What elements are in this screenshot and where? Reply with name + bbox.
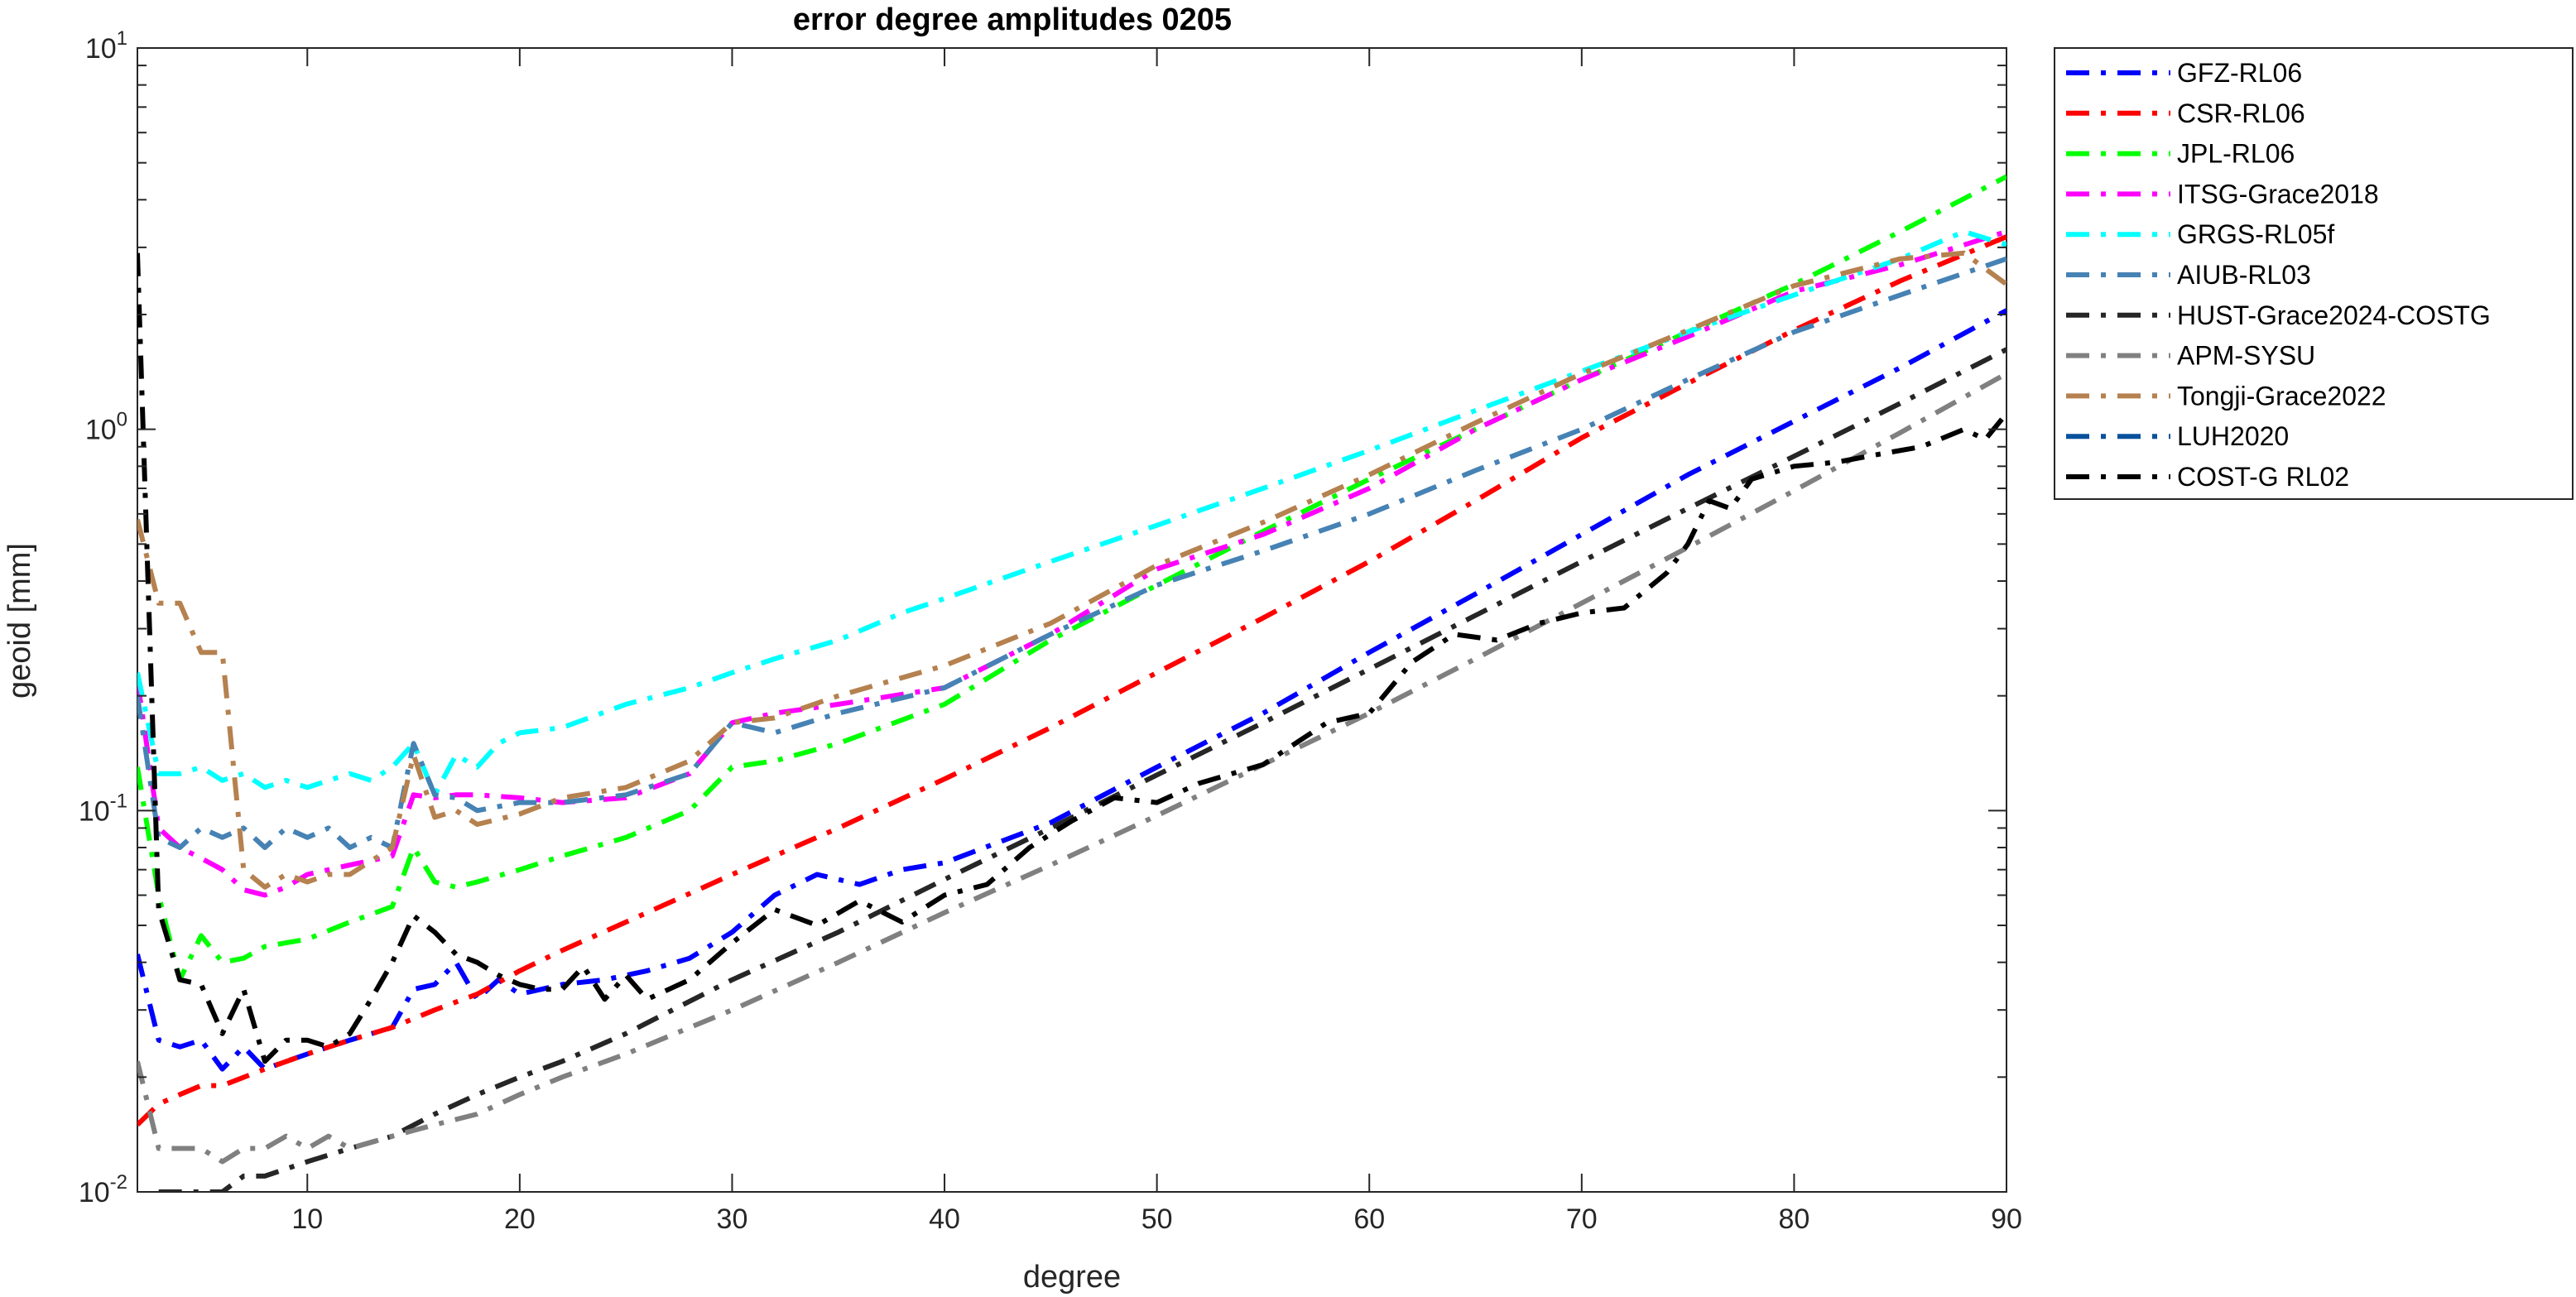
series-line-grgs-rl05f xyxy=(137,228,2006,798)
y-axis-label: geoid [mm] xyxy=(2,543,37,699)
legend-label: GFZ-RL06 xyxy=(2177,58,2302,88)
series-line-tongji-grace2022 xyxy=(137,250,2006,890)
series-line-cost-g-rl02 xyxy=(137,252,2006,1064)
series-line-itsg-grace2018 xyxy=(137,228,2006,898)
legend-label: ITSG-Grace2018 xyxy=(2177,179,2379,209)
legend-label: JPL-RL06 xyxy=(2177,139,2295,169)
x-tick-label: 70 xyxy=(1566,1203,1598,1235)
series-line-apm-sysu xyxy=(137,371,2006,1165)
x-tick-label: 60 xyxy=(1353,1203,1385,1235)
x-tick-label: 90 xyxy=(1991,1203,2022,1235)
legend-label: Tongji-Grace2022 xyxy=(2177,381,2386,411)
y-tick-base: 10 xyxy=(85,33,117,65)
series-line-jpl-rl06 xyxy=(137,174,2006,982)
y-tick-exponent: -2 xyxy=(110,1171,127,1194)
y-tick-base: 10 xyxy=(79,1177,110,1208)
y-tick-label: 101 xyxy=(85,27,127,65)
y-tick-base: 10 xyxy=(85,415,117,446)
y-tick-label: 10-1 xyxy=(79,790,127,827)
legend-label: LUH2020 xyxy=(2177,421,2289,451)
x-tick-label: 50 xyxy=(1141,1203,1173,1235)
legend-label: COST-G RL02 xyxy=(2177,462,2349,492)
x-tick-label: 80 xyxy=(1778,1203,1809,1235)
legend-label: HUST-Grace2024-COSTG xyxy=(2177,300,2491,330)
x-tick-label: 20 xyxy=(504,1203,536,1235)
legend: GFZ-RL06 CSR-RL06 JPL-RL06 ITSG-Grace2018 GR… xyxy=(2054,47,2574,500)
legend-label: AIUB-RL03 xyxy=(2177,260,2311,290)
y-tick-base: 10 xyxy=(79,795,110,827)
series-lines xyxy=(137,174,2006,1192)
chart-title: error degree amplitudes 0205 xyxy=(793,2,1232,37)
y-tick-exponent: 1 xyxy=(117,27,127,50)
legend-label: GRGS-RL05f xyxy=(2177,219,2334,249)
series-line-csr-rl06 xyxy=(137,234,2006,1127)
x-tick-label: 30 xyxy=(717,1203,748,1235)
y-tick-label: 100 xyxy=(85,409,127,446)
legend-label: APM-SYSU xyxy=(2177,341,2315,371)
series-line-gfz-rl06 xyxy=(137,308,2006,1072)
x-axis-label: degree xyxy=(1023,1260,1121,1295)
series-line-aiub-rl03 xyxy=(137,256,2006,850)
x-tick-label: 40 xyxy=(929,1203,960,1235)
series-line-hust-grace2024-costg xyxy=(158,347,2006,1192)
x-tick-label: 10 xyxy=(291,1203,323,1235)
y-tick-exponent: 0 xyxy=(117,409,127,431)
y-tick-label: 10-2 xyxy=(79,1171,127,1208)
legend-label: CSR-RL06 xyxy=(2177,98,2305,128)
legend-box xyxy=(2054,47,2574,500)
y-tick-exponent: -1 xyxy=(110,790,127,812)
